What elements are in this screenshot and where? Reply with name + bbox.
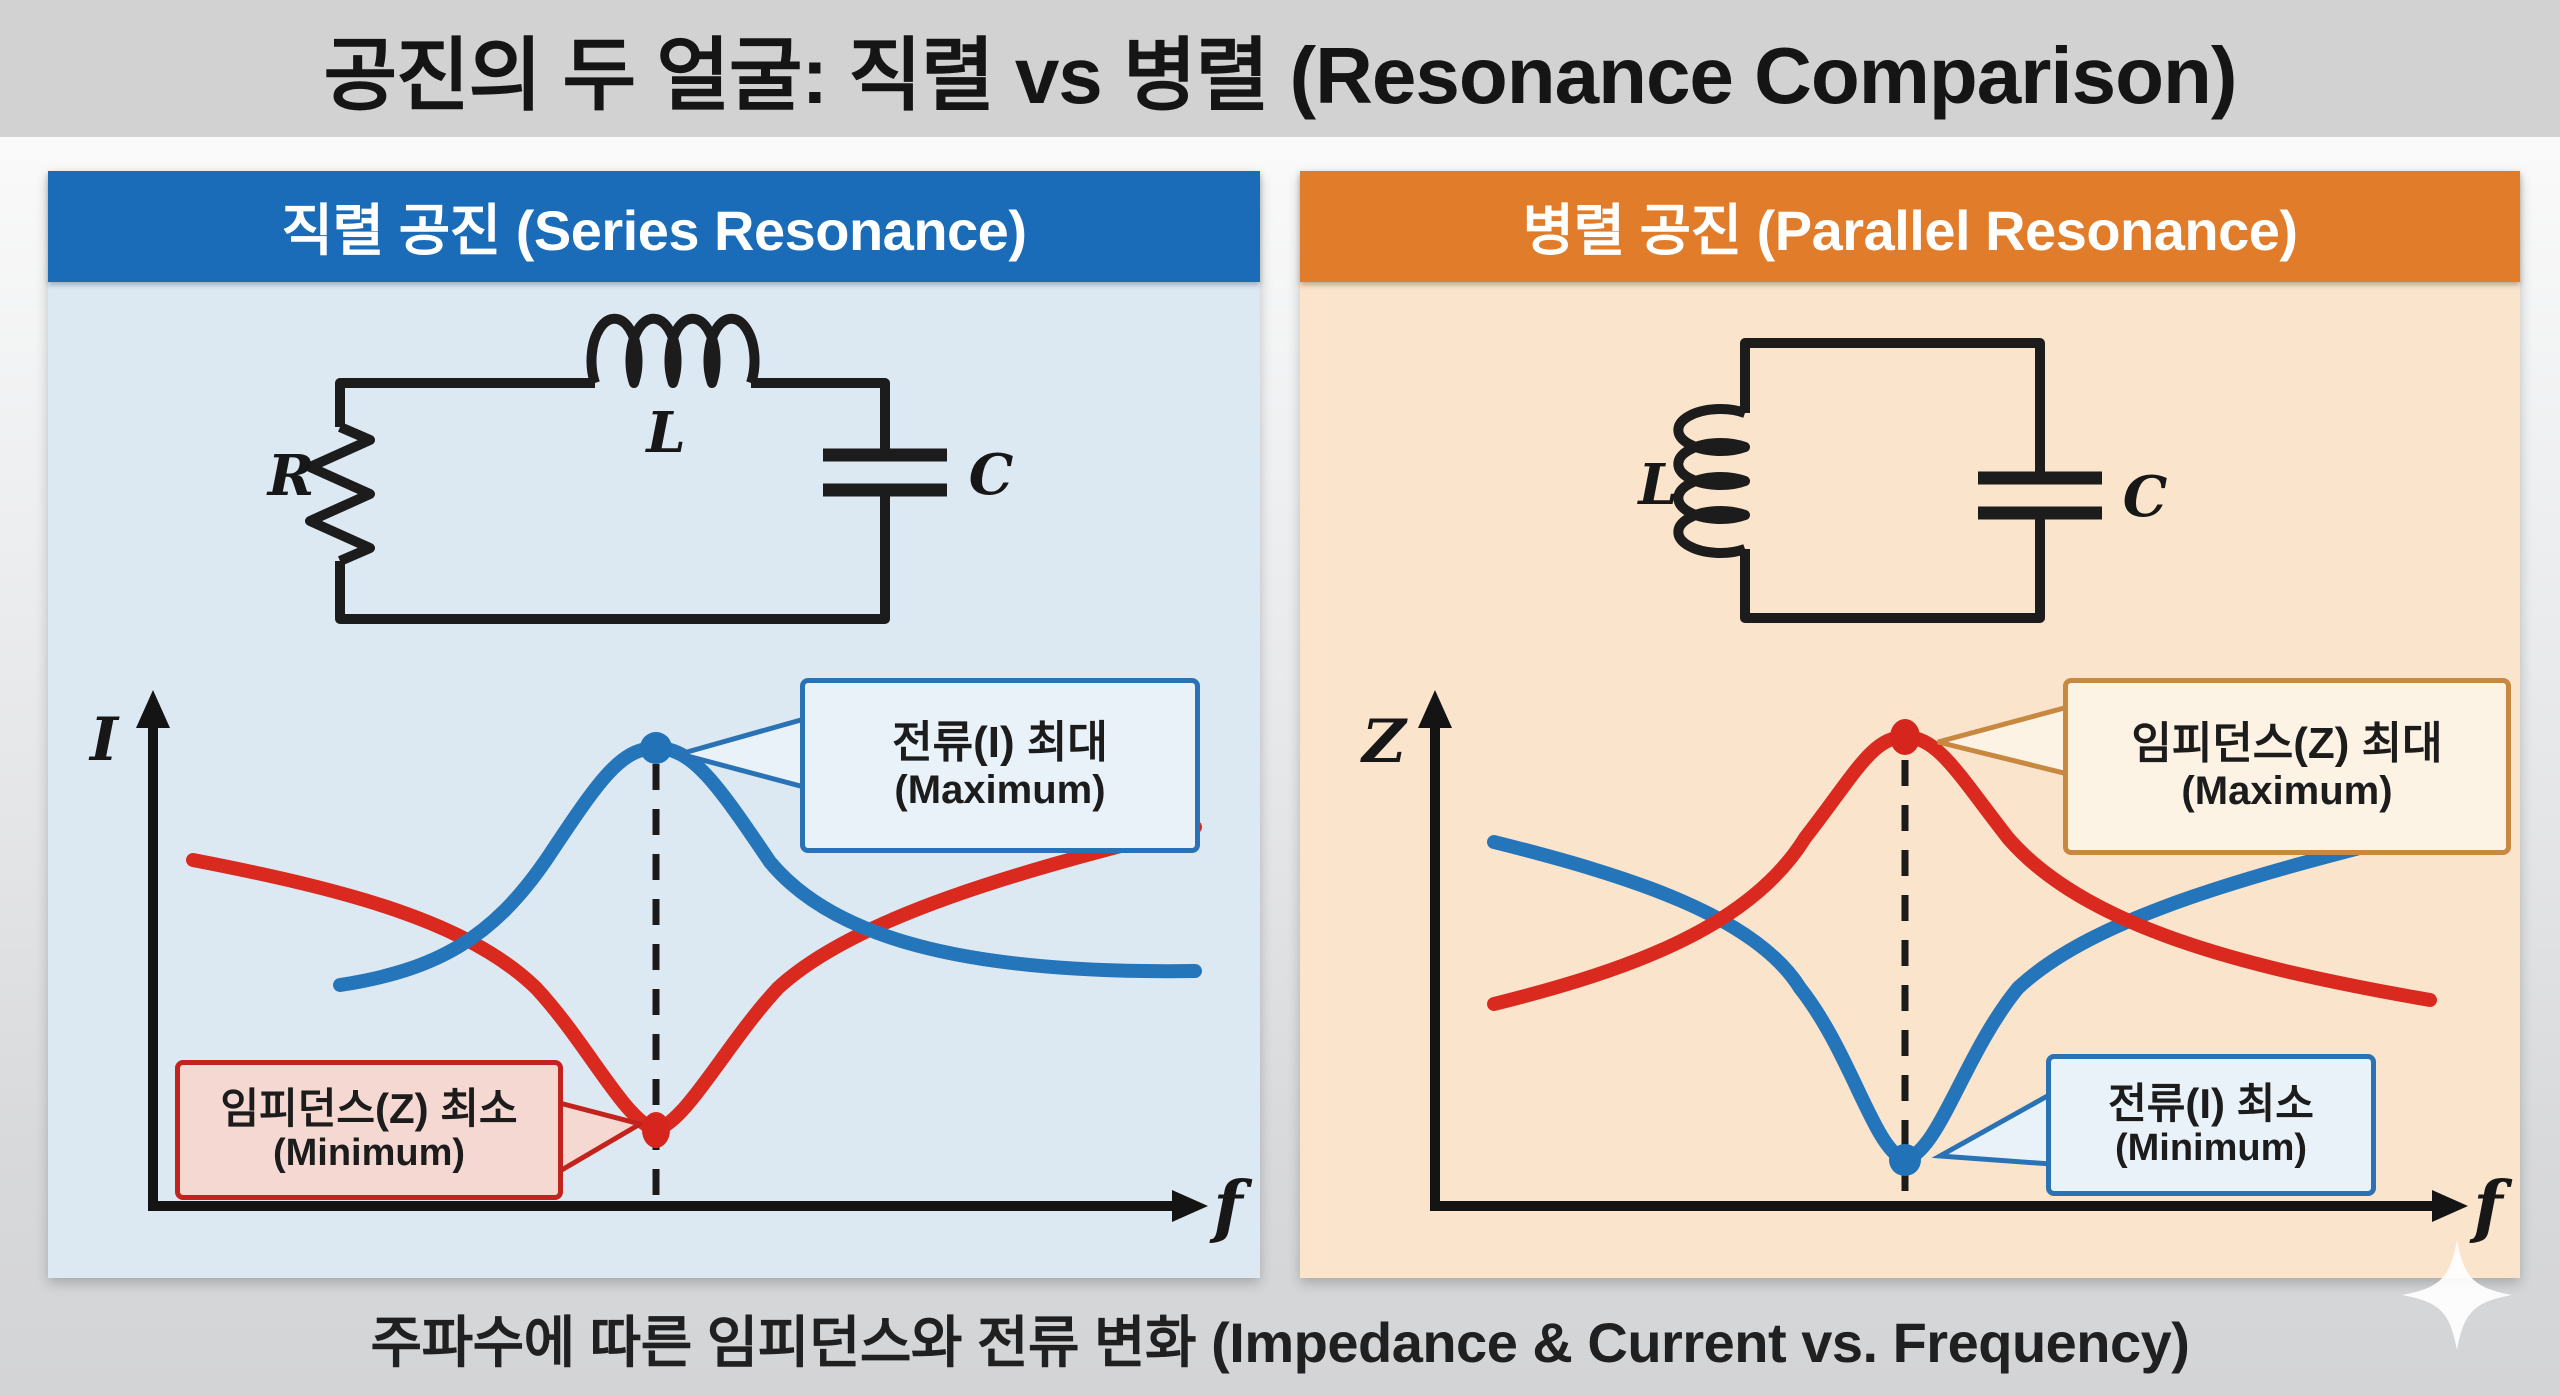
sparkle-shape (2402, 1240, 2512, 1350)
y-axis-arrowhead (136, 690, 170, 728)
x-axis-arrowhead (2432, 1190, 2468, 1222)
capacitor-label: C (969, 442, 1014, 508)
bottom-caption: 주파수에 따른 임피던스와 전류 변화 (Impedance & Current… (370, 1311, 2190, 1374)
impedance-min-dot (642, 1112, 670, 1148)
series-panel-title: 직렬 공진 (Series Resonance) (281, 199, 1027, 262)
parallel-peak-callout: 임피던스(Z) 최대 (Maximum) (2063, 678, 2511, 855)
callout-line1: 임피던스(Z) 최대 (2131, 719, 2443, 769)
resistor-label: R (266, 443, 315, 509)
parallel-panel-title: 병렬 공진 (Parallel Resonance) (1522, 199, 2298, 262)
callout-line1: 임피던스(Z) 최소 (220, 1085, 518, 1133)
series-peak-callout: 전류(I) 최대 (Maximum) (800, 678, 1200, 853)
inductor-symbol (1673, 404, 1750, 558)
callout-line2: (Minimum) (272, 1132, 466, 1175)
inductor-symbol (586, 313, 760, 388)
capacitor-label: C (2123, 464, 2168, 530)
current-min-dot (1889, 1144, 1921, 1176)
parallel-dip-callout: 전류(I) 최소 (Minimum) (2046, 1054, 2376, 1196)
capacitor-symbol (1978, 471, 2102, 520)
callout-line2: (Maximum) (894, 767, 1106, 812)
current-max-dot (640, 732, 672, 764)
series-graph: I f (88, 690, 1252, 1247)
series-panel-header: 직렬 공진 (Series Resonance) (48, 171, 1260, 282)
wire (751, 378, 890, 455)
parallel-graph: Z f (1360, 690, 2512, 1247)
parallel-panel-body: L C Z f (1300, 282, 2520, 1278)
inductor-label: L (644, 400, 685, 466)
x-axis-label: f (1209, 1167, 1252, 1247)
page-title: 공진의 두 얼굴: 직렬 vs 병렬 (Resonance Comparison… (323, 30, 2237, 120)
callout-line1: 전류(I) 최소 (2108, 1080, 2314, 1128)
parallel-circuit (1673, 338, 2102, 623)
inductor-label: L (1636, 452, 1677, 518)
capacitor-symbol (823, 448, 947, 497)
title-bar: 공진의 두 얼굴: 직렬 vs 병렬 (Resonance Comparison… (0, 0, 2560, 137)
series-resonance-panel: 직렬 공진 (Series Resonance) R L C I (48, 171, 1260, 1278)
x-axis-arrowhead (1172, 1190, 1208, 1222)
resistor-symbol (305, 422, 375, 566)
callout-line2: (Maximum) (2181, 768, 2393, 813)
wire (335, 378, 595, 427)
callout-line1: 전류(I) 최대 (892, 718, 1108, 768)
wire (335, 490, 890, 624)
x-axis-label: f (2469, 1167, 2512, 1247)
parallel-resonance-panel: 병렬 공진 (Parallel Resonance) L C Z f (1300, 171, 2520, 1278)
parallel-panel-header: 병렬 공진 (Parallel Resonance) (1300, 171, 2520, 282)
series-diagram-svg: R L C I f (88, 313, 1252, 1247)
wire (1740, 338, 2045, 478)
parallel-diagram-svg: L C Z f (1360, 338, 2512, 1247)
series-circuit (305, 313, 947, 624)
impedance-max-dot (1890, 719, 1920, 755)
series-panel-body: R L C I f (48, 282, 1260, 1278)
sparkle-icon (2402, 1240, 2512, 1350)
series-dip-callout: 임피던스(Z) 최소 (Minimum) (175, 1060, 563, 1200)
y-axis-arrowhead (1418, 690, 1452, 728)
callout-line2: (Minimum) (2114, 1127, 2308, 1170)
y-axis-label: I (88, 705, 120, 775)
wire (1740, 513, 2045, 623)
y-axis-label: Z (1360, 707, 1408, 777)
